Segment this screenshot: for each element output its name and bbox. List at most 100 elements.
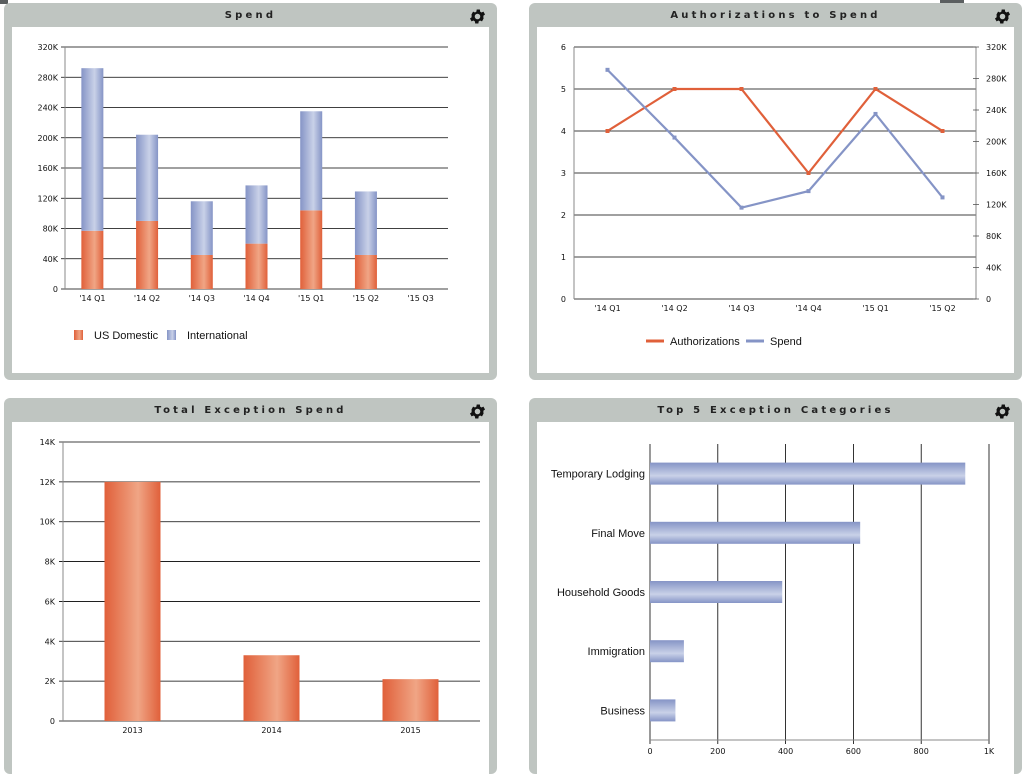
y-tick-label: 120K xyxy=(37,194,58,203)
y-tick-label: 240K xyxy=(37,104,58,113)
x-tick-label: 600 xyxy=(846,747,861,756)
legend-label: Spend xyxy=(770,336,802,348)
y-tick-label: 0 xyxy=(50,717,55,726)
x-tick-label: '14 Q2 xyxy=(661,304,687,313)
x-tick-label: '15 Q2 xyxy=(353,294,379,303)
exception-spend-plot: 0 2K 4K 6K 8K 10K 12K 14K 2013 2014 2015 xyxy=(12,422,489,774)
top-categories-panel: Top 5 Exception Categories 0 200 400 600 800… xyxy=(529,398,1022,774)
data-point xyxy=(806,171,811,175)
bar-segment xyxy=(300,210,323,289)
top-categories-chart: 0 200 400 600 800 1K Temporary Lodging Final Mo… xyxy=(551,444,995,756)
bar-segment xyxy=(354,191,377,255)
gear-icon[interactable] xyxy=(993,402,1012,421)
x-tick-label: '14 Q1 xyxy=(594,304,620,313)
y-tick-label: 3 xyxy=(561,169,566,178)
x-tick-label: '14 Q1 xyxy=(79,294,105,303)
data-point xyxy=(605,67,610,72)
y-tick-label-right: 280K xyxy=(986,75,1007,84)
y-tick-label: 200K xyxy=(37,134,58,143)
legend-swatch xyxy=(167,330,176,340)
y-tick-label: 2K xyxy=(45,677,56,686)
panel-title: Total Exception Spend xyxy=(154,405,347,416)
x-tick-label: 2013 xyxy=(122,726,142,735)
gear-icon[interactable] xyxy=(468,402,487,421)
bar xyxy=(382,679,439,721)
y-tick-label: 6 xyxy=(561,43,566,52)
y-tick-label-right: 160K xyxy=(986,169,1007,178)
legend-label: Authorizations xyxy=(670,336,740,348)
authorizations-plot: 0 1 2 3 4 5 6 0 40K 80K 120K 160K 200K 240K 280K 320K '1… xyxy=(537,27,1014,373)
legend-label: US Domestic xyxy=(94,330,159,342)
x-tick-label: '15 Q1 xyxy=(862,304,888,313)
y-tick-label: 10K xyxy=(40,518,56,527)
data-point xyxy=(672,87,677,91)
category-label: Household Goods xyxy=(557,587,646,599)
category-label: Final Move xyxy=(591,528,645,540)
bar-segment xyxy=(245,243,268,289)
bar-segment xyxy=(190,254,213,289)
category-label: Immigration xyxy=(588,646,645,658)
y-tick-label: 14K xyxy=(40,438,56,447)
top-categories-plot: 0 200 400 600 800 1K Temporary Lodging Final Mo… xyxy=(537,422,1014,774)
bar xyxy=(650,462,966,485)
exception-spend-chart: 0 2K 4K 6K 8K 10K 12K 14K 2013 2014 2015 xyxy=(40,438,480,735)
x-tick-label: 400 xyxy=(778,747,793,756)
authorizations-chart: 0 1 2 3 4 5 6 0 40K 80K 120K 160K 200K 240K 280K 320K '1… xyxy=(561,43,1007,348)
series-line xyxy=(606,87,944,175)
y-tick-label: 280K xyxy=(37,73,58,82)
x-tick-label: '14 Q4 xyxy=(795,304,821,313)
data-point xyxy=(739,205,744,210)
data-point xyxy=(940,129,945,133)
y-tick-label: 1 xyxy=(561,253,566,262)
bar-segment xyxy=(354,254,377,289)
spend-panel: Spend 0 40K 80K 120K 160K 200K 240K 280K 320K '14… xyxy=(4,3,497,380)
x-tick-label: 0 xyxy=(647,747,652,756)
bar xyxy=(104,481,161,721)
gear-icon[interactable] xyxy=(468,7,487,26)
x-tick-label: '14 Q2 xyxy=(134,294,160,303)
x-tick-label: '14 Q4 xyxy=(243,294,269,303)
panel-title: Top 5 Exception Categories xyxy=(657,405,894,416)
data-point xyxy=(806,189,811,194)
bar xyxy=(650,581,783,603)
bar xyxy=(243,655,300,721)
x-tick-label: 1K xyxy=(984,747,995,756)
gear-icon[interactable] xyxy=(993,7,1012,26)
y-tick-label: 40K xyxy=(43,255,59,264)
exception-spend-panel: Total Exception Spend 0 2K 4K 6K 8K 10K 12K 14K… xyxy=(4,398,497,774)
x-tick-label: 2014 xyxy=(261,726,281,735)
y-tick-label: 8K xyxy=(45,558,56,567)
top-toolbar-strip xyxy=(0,0,8,4)
y-tick-label: 6K xyxy=(45,597,56,606)
x-tick-label: '14 Q3 xyxy=(189,294,215,303)
y-tick-label: 0 xyxy=(53,285,58,294)
authorizations-panel: Authorizations to Spend 0 1 2 3 4 5 6 0 40K 80K 12… xyxy=(529,3,1022,380)
panel-title: Authorizations to Spend xyxy=(670,10,881,21)
y-tick-label-right: 320K xyxy=(986,43,1007,52)
spend-chart: 0 40K 80K 120K 160K 200K 240K 280K 320K '14 Q1 '14… xyxy=(37,43,448,342)
category-label: Temporary Lodging xyxy=(551,469,645,481)
bar-segment xyxy=(136,134,159,221)
y-tick-label: 12K xyxy=(40,478,56,487)
series-line xyxy=(606,69,944,209)
legend-swatch xyxy=(74,330,83,340)
x-tick-label: '15 Q3 xyxy=(407,294,433,303)
bar-segment xyxy=(136,220,159,289)
x-tick-label: 800 xyxy=(914,747,929,756)
legend-label: International xyxy=(187,330,248,342)
x-tick-label: 200 xyxy=(710,747,725,756)
y-tick-label-right: 40K xyxy=(986,264,1002,273)
bar-segment xyxy=(245,185,268,244)
top-toolbar-strip xyxy=(940,0,964,4)
y-tick-label: 2 xyxy=(561,211,566,220)
bar-segment xyxy=(81,230,104,289)
y-tick-label: 0 xyxy=(561,295,566,304)
y-tick-label: 5 xyxy=(561,85,566,94)
data-point xyxy=(940,195,945,200)
x-tick-label: '15 Q1 xyxy=(298,294,324,303)
y-tick-label-right: 80K xyxy=(986,232,1002,241)
category-label: Business xyxy=(600,705,645,717)
panel-title: Spend xyxy=(224,10,277,21)
spend-plot: 0 40K 80K 120K 160K 200K 240K 280K 320K '14 Q1 '14… xyxy=(12,27,489,373)
data-point xyxy=(672,135,677,140)
